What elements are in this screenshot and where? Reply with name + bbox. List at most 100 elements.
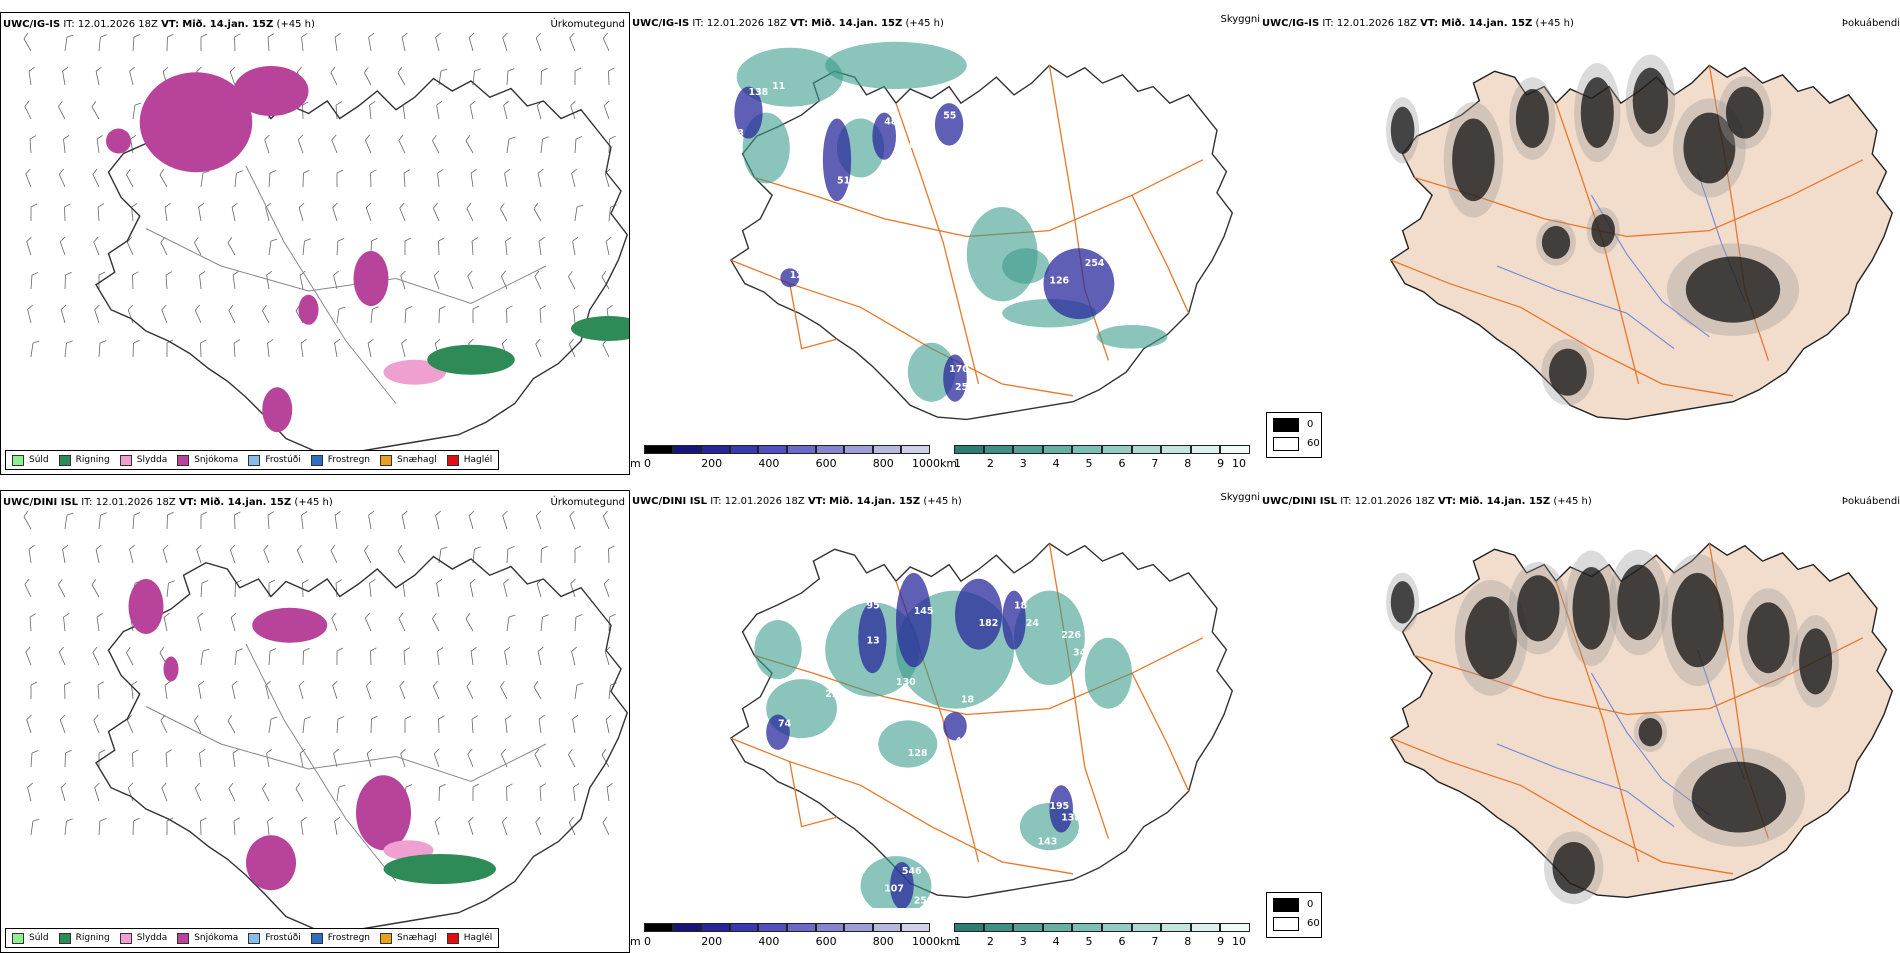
- wind-barb: [31, 204, 37, 221]
- wind-barb: [65, 34, 73, 52]
- wind-barb: [65, 750, 72, 767]
- precip-legend-item: Snæhagl: [380, 933, 437, 944]
- wind-barb: [167, 580, 175, 598]
- wind-barb: [537, 647, 546, 665]
- wind-barb: [165, 203, 173, 221]
- wind-barb: [58, 647, 70, 665]
- wind-barb: [261, 305, 274, 323]
- precip-legend-label: Frostúði: [265, 933, 300, 943]
- colorbar-tick: 7: [1151, 457, 1158, 470]
- low-visibility-area: [825, 42, 967, 89]
- colorbar-segment: [1043, 923, 1073, 932]
- colorbar-tick: 3: [1020, 935, 1027, 948]
- wind-barb: [541, 614, 549, 632]
- wind-barb: [439, 784, 446, 801]
- fog-area-dense: [1639, 718, 1663, 746]
- wind-barb: [91, 101, 105, 119]
- precip-legend-label: Snjókoma: [194, 933, 238, 943]
- wind-barb: [98, 204, 105, 221]
- vis-title-2: Skyggni: [1220, 492, 1260, 503]
- precip-legend-swatch: [59, 455, 71, 466]
- colorbar-segment: [816, 445, 845, 454]
- fog-area-dense: [1747, 602, 1789, 673]
- wind-barb: [367, 339, 376, 357]
- precip-legend-label: Súld: [29, 933, 49, 943]
- wind-barb: [233, 749, 241, 767]
- colorbar-tick: 10: [1232, 457, 1246, 470]
- low-visibility-area: [1002, 248, 1049, 283]
- wind-barb: [398, 613, 411, 631]
- wind-barb: [31, 750, 38, 767]
- wind-barb: [368, 511, 377, 529]
- wind-barb: [303, 238, 311, 256]
- wind-barb: [298, 203, 308, 221]
- wind-barb: [24, 101, 37, 119]
- wind-barb: [503, 579, 513, 597]
- wind-barb: [507, 68, 514, 85]
- wind-barb: [93, 237, 105, 255]
- wind-barb: [201, 34, 207, 51]
- wind-barb: [533, 203, 547, 221]
- wind-barb: [399, 203, 411, 221]
- wind-barb: [571, 647, 581, 665]
- precip-legend-swatch: [177, 933, 189, 944]
- wind-barb: [94, 305, 105, 323]
- precip-type-panel-1: UWC/IG-IS IT: 12.01.2026 18Z VT: Mið. 14…: [0, 12, 630, 475]
- precip-legend-label: Haglél: [464, 933, 493, 943]
- wind-barb: [575, 68, 581, 85]
- wind-barb: [369, 101, 377, 119]
- colorbar-segment: [873, 923, 902, 932]
- colorbar-segment: [1191, 923, 1221, 932]
- fog-area-dense: [1617, 565, 1659, 641]
- precip-legend-swatch: [248, 933, 260, 944]
- wind-barb: [605, 715, 614, 733]
- precip-type-panel-2: UWC/DINI ISL IT: 12.01.2026 18Z VT: Mið.…: [0, 490, 630, 953]
- precip-legend-item: Frostregn: [311, 455, 370, 466]
- ceiling-label: 13: [731, 128, 744, 139]
- fog-area-dense: [1391, 581, 1415, 623]
- precip-legend-item: Rigning: [59, 933, 110, 944]
- wind-barb: [231, 203, 240, 221]
- ceiling-label: 18: [961, 695, 974, 706]
- wind-barb: [363, 67, 376, 85]
- colorbar-segment: [901, 445, 930, 454]
- wind-barb: [197, 613, 207, 631]
- wind-barb: [575, 546, 581, 563]
- colorbar-segment: [1102, 923, 1132, 932]
- wind-barb: [337, 784, 345, 802]
- wind-barb: [132, 272, 139, 289]
- wind-barb: [303, 716, 311, 734]
- wind-barb: [297, 135, 308, 153]
- wind-barb: [92, 647, 105, 665]
- ceiling-label: 13: [796, 199, 809, 210]
- precip-legend-label: Rigning: [76, 455, 110, 465]
- wind-barb: [167, 34, 174, 51]
- colorbar-tick: 1000: [912, 935, 940, 948]
- wind-barb: [24, 579, 37, 597]
- fog-panel-1: UWC/IG-IS IT: 12.01.2026 18Z VT: Mið. 14…: [1260, 12, 1900, 475]
- ceiling-label: 235: [902, 707, 922, 718]
- wind-barb: [194, 783, 206, 801]
- wind-barb: [199, 749, 207, 767]
- wind-barb: [30, 136, 37, 153]
- precip-legend-item: Frostúði: [248, 455, 300, 466]
- visibility-panel-1: UWC/IG-IS IT: 12.01.2026 18Z VT: Mið. 14…: [630, 12, 1260, 475]
- vis-title-1: Skyggni: [1220, 14, 1260, 25]
- wind-barb: [26, 715, 37, 733]
- wind-barb: [437, 647, 445, 665]
- ceiling-label: 179: [802, 122, 822, 133]
- wind-barb: [469, 101, 478, 119]
- wind-barb: [162, 545, 172, 563]
- wind-barb: [301, 511, 309, 529]
- precip-legend-swatch: [311, 933, 323, 944]
- ceiling-label: 182: [979, 618, 999, 629]
- fog-area-dense: [1516, 89, 1549, 148]
- colorbar-segment: [673, 923, 702, 932]
- colorbar-tick: 600: [816, 457, 837, 470]
- wind-barb: [59, 237, 70, 255]
- wind-barb: [468, 511, 478, 529]
- wind-barb: [198, 203, 207, 221]
- colorbar-segment: [1072, 445, 1102, 454]
- wind-barb: [534, 271, 547, 289]
